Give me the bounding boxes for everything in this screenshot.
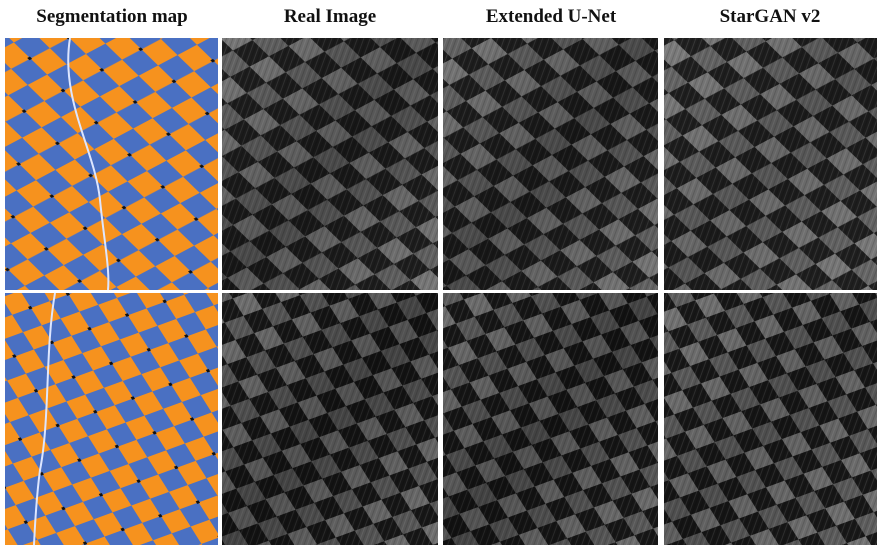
unet-image — [443, 38, 658, 290]
crack-line — [33, 292, 56, 546]
column-title: Extended U-Net — [486, 6, 617, 27]
stargan-image — [664, 38, 877, 290]
segmentation-image — [5, 293, 218, 545]
unet-image — [443, 293, 658, 545]
stargan-image — [664, 293, 877, 545]
column-title: Segmentation map — [36, 6, 187, 27]
segmentation-image — [5, 38, 218, 290]
row-2 — [5, 292, 877, 546]
row-1 — [5, 37, 877, 291]
column-title: StarGAN v2 — [720, 6, 821, 27]
real-image — [222, 38, 438, 290]
real-image — [222, 293, 438, 545]
crack-line — [67, 37, 110, 291]
column-title: Real Image — [284, 6, 376, 27]
